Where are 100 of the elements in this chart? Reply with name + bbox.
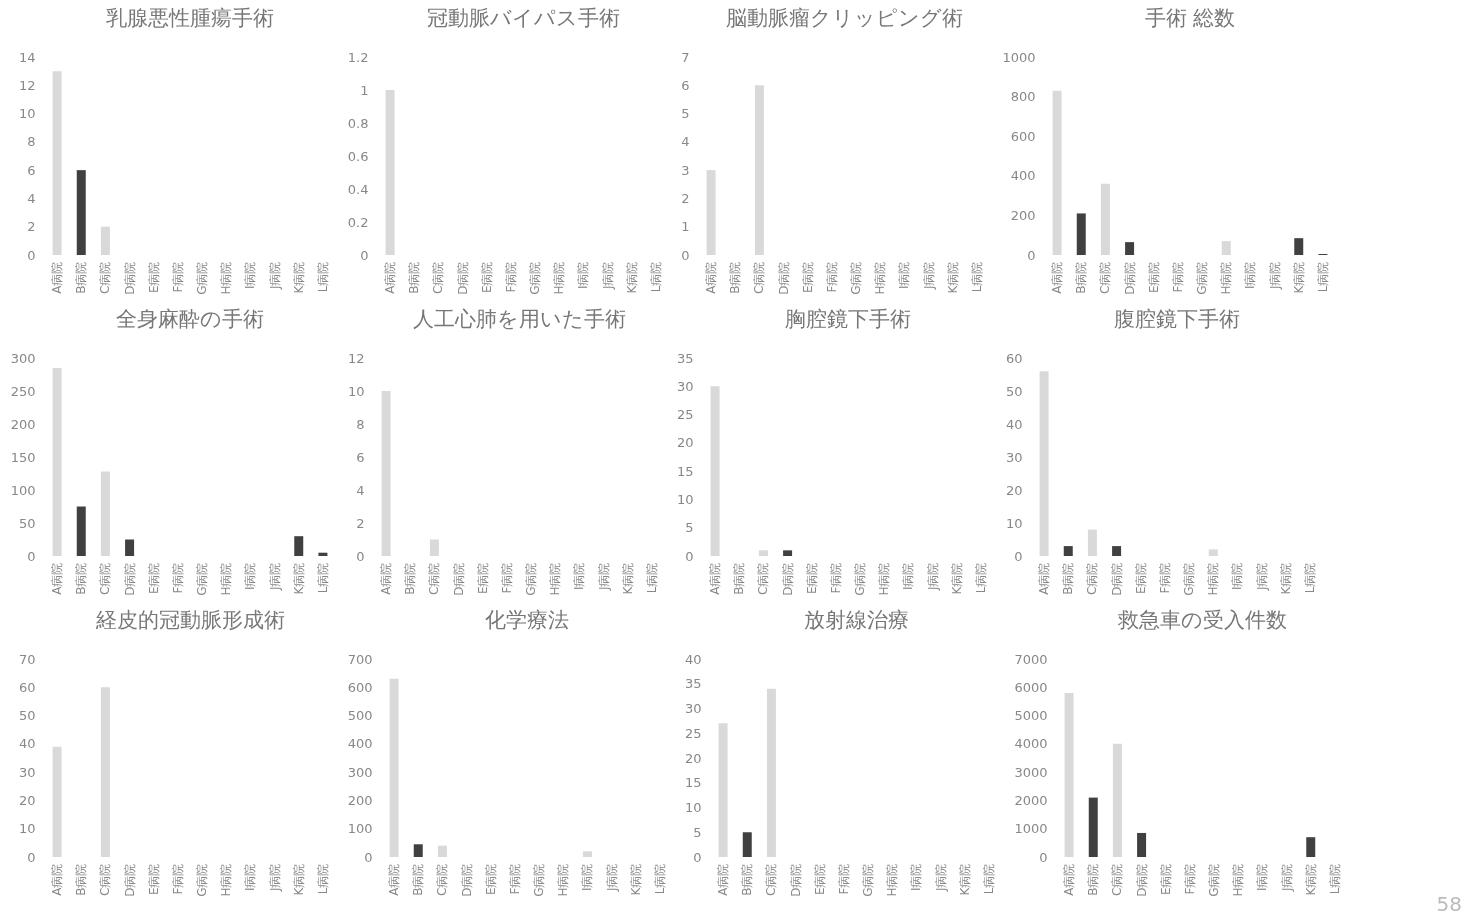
x-tick-label: F病院 [824,261,839,293]
x-tick-label: H病院 [219,863,234,897]
chart-title: 腹腔鏡下手術 [1114,307,1240,331]
chart-title: 人工心肺を用いた手術 [412,307,626,331]
x-tick-label: J病院 [596,562,611,592]
y-tick-label: 1 [681,219,690,235]
bar [125,539,135,556]
x-tick-label: E病院 [812,863,827,896]
chart-title: 胸腔鏡下手術 [785,307,911,331]
y-tick-label: 5 [685,520,694,536]
y-tick-label: 100 [10,482,36,498]
x-tick-label: L病院 [1315,261,1330,293]
x-tick-label: I病院 [572,562,587,591]
y-tick-label: 10 [1005,515,1023,531]
y-tick-label: 2000 [1014,792,1048,808]
x-tick-label: C病院 [1098,261,1113,294]
bar [1112,546,1122,556]
y-tick-label: 300 [347,764,373,780]
y-tick-label: 7000 [1014,651,1048,667]
x-tick-label: K病院 [1278,562,1293,595]
y-tick-label: 1.2 [347,49,369,65]
y-tick-label: 600 [1010,128,1036,144]
bar [100,471,110,556]
x-tick-label: L病院 [1302,562,1317,594]
y-tick-label: 4 [27,190,36,206]
x-tick-label: I病院 [580,863,595,892]
x-tick-label: E病院 [1158,863,1173,896]
x-tick-label: F病院 [170,261,185,293]
x-tick-label: J病院 [1254,562,1269,592]
y-tick-label: 60 [1005,350,1023,366]
bar [294,536,304,556]
y-tick-label: 40 [1005,416,1023,432]
x-tick-label: A病院 [379,562,394,595]
x-tick-label: G病院 [849,261,864,295]
x-tick-label: G病院 [1195,261,1210,295]
y-tick-label: 3000 [1014,764,1048,780]
x-tick-label: A病院 [708,562,723,595]
x-tick-label: H病院 [885,863,900,897]
y-tick-label: 12 [347,350,365,366]
x-tick-label: L病院 [652,863,667,895]
y-tick-label: 70 [18,651,36,667]
y-tick-label: 5 [693,824,702,840]
y-tick-label: 600 [347,679,373,695]
x-tick-label: D病院 [788,863,803,897]
x-tick-label: J病院 [1267,261,1282,291]
x-tick-label: I病院 [1255,863,1270,892]
y-tick-label: 7 [681,49,690,65]
x-tick-label: E病院 [475,562,490,595]
x-tick-label: E病院 [146,562,161,595]
x-tick-label: L病院 [315,261,330,293]
x-tick-label: A病院 [383,261,398,294]
bar [1087,529,1097,556]
y-tick-label: 250 [10,383,36,399]
y-tick-label: 200 [1010,207,1036,223]
bar [413,844,423,857]
x-tick-label: D病院 [1109,562,1124,596]
x-tick-label: A病院 [50,863,65,896]
y-tick-label: 50 [18,515,36,531]
y-tick-label: 12 [18,77,36,93]
y-tick-label: 300 [10,350,36,366]
x-tick-label: H病院 [877,562,892,596]
bar [1137,832,1147,857]
x-tick-label: G病院 [195,562,210,596]
x-tick-label: H病院 [552,261,567,295]
y-tick-label: 0 [1014,548,1023,564]
y-tick-label: 20 [1005,482,1023,498]
y-tick-label: 40 [684,651,702,667]
x-tick-label: B病院 [74,562,89,595]
x-tick-label: J病院 [267,863,282,893]
x-tick-label: F病院 [828,562,843,594]
y-tick-label: 15 [676,463,694,479]
x-tick-label: B病院 [407,261,422,294]
x-tick-label: B病院 [728,261,743,294]
bar [1052,90,1062,255]
y-tick-label: 0.6 [347,148,369,164]
x-tick-label: F病院 [1182,863,1197,895]
x-tick-label: I病院 [909,863,924,892]
x-tick-label: D病院 [122,261,137,295]
x-tick-label: B病院 [74,863,89,896]
x-tick-label: D病院 [451,562,466,596]
y-tick-label: 400 [1010,168,1036,184]
x-tick-label: D病院 [1134,863,1149,897]
x-tick-label: A病院 [50,562,65,595]
y-tick-label: 150 [10,449,36,465]
y-tick-label: 0 [681,247,690,263]
x-tick-label: J病院 [267,261,282,291]
y-tick-label: 6 [27,162,36,178]
chart-title: 全身麻酔の手術 [116,307,264,331]
x-tick-label: L病院 [315,562,330,594]
x-tick-label: F病院 [503,261,518,293]
x-tick-label: H病院 [1231,863,1246,897]
y-tick-label: 3 [681,162,690,178]
x-tick-label: C病院 [98,863,113,896]
x-tick-label: G病院 [195,863,210,897]
x-tick-label: F病院 [170,562,185,594]
y-tick-label: 6 [681,77,690,93]
y-tick-label: 30 [1005,449,1023,465]
y-tick-label: 30 [676,378,694,394]
x-tick-label: F病院 [499,562,514,594]
x-tick-label: E病院 [479,261,494,294]
